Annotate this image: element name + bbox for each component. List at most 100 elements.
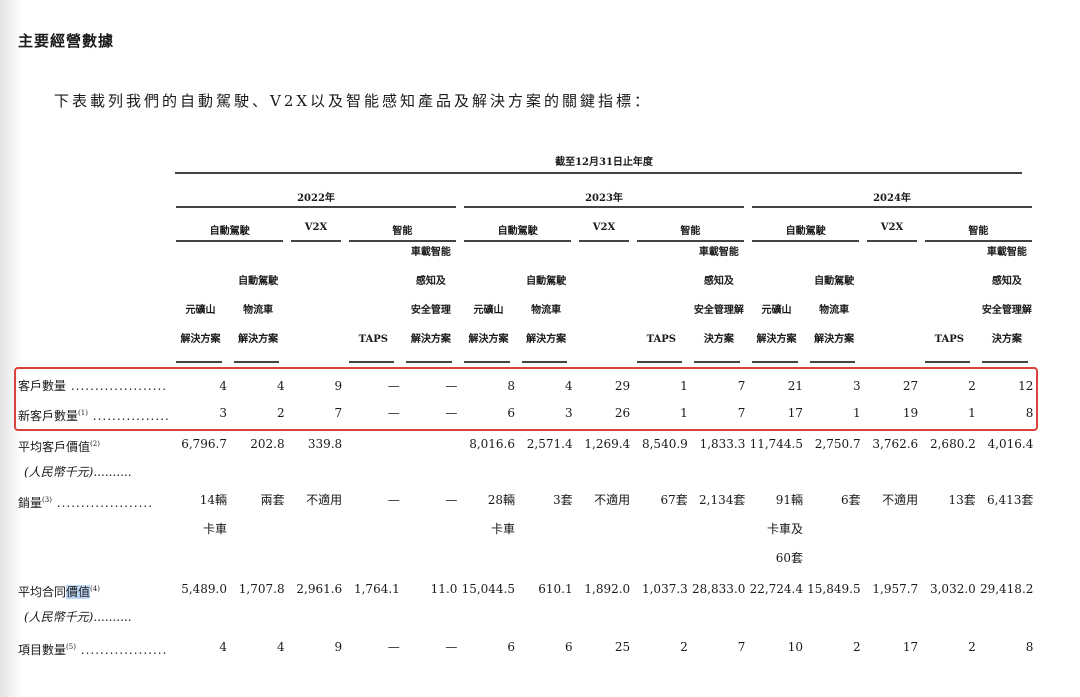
highlight-box [14, 367, 1038, 431]
table-cell: 28,833.0 [691, 582, 746, 596]
table-cell: 2,571.4 [526, 437, 573, 451]
rule [867, 240, 917, 242]
table-cell: 19 [902, 406, 919, 420]
rule [752, 240, 860, 242]
table-cell: 2,750.7 [814, 437, 861, 451]
table-cell: 12 [1018, 379, 1034, 393]
table-cell: 1,957.7 [872, 582, 919, 596]
table-cell: 25 [614, 640, 631, 654]
table-cell: 4 [564, 379, 573, 393]
table-cell: 1,764.1 [353, 582, 400, 596]
table-cell: 8,540.9 [641, 437, 688, 451]
row-unit-text: (人民幣千元) [24, 465, 94, 479]
table-cell: 29,418.2 [979, 582, 1034, 596]
table-cell: 1 [680, 406, 688, 420]
table-cell: 2 [276, 406, 285, 420]
table-cell: 9 [334, 379, 343, 393]
table-cell: 3套 [552, 493, 573, 507]
table-cell: 13套 [948, 493, 976, 507]
table-cell: 6,413套 [987, 493, 1034, 507]
table-cell: 不適用 [594, 493, 631, 507]
rule [752, 361, 798, 363]
table-cell: 2,961.6 [296, 582, 343, 596]
table-cell: 91輛 卡車及 60套 [766, 493, 803, 565]
table-cell: 2,680.2 [929, 437, 976, 451]
rule [752, 206, 1032, 208]
rule [521, 361, 568, 363]
table-cell: — [387, 640, 400, 654]
rule [348, 361, 395, 363]
table-cell: — [387, 379, 400, 393]
table-cell: 67套 [660, 493, 688, 507]
table-cell: 29 [614, 379, 631, 393]
table-cell: 4 [276, 640, 285, 654]
table-cell: 不適用 [882, 493, 919, 507]
row-unit: (人民幣千元).......... [24, 465, 132, 479]
table-cell: 不適用 [306, 493, 343, 507]
table-cell: 2 [968, 640, 976, 654]
table-cell: 1,707.8 [238, 582, 285, 596]
page-edge-shadow [0, 0, 22, 697]
footnote-mark: (4) [90, 585, 100, 593]
row-label-text: 新客戶數量 [18, 409, 79, 423]
table-cell: 15,044.5 [461, 582, 515, 596]
row-label: 銷量(3) .................... [18, 496, 154, 510]
row-unit: (人民幣千元).......... [24, 610, 132, 624]
table-cell: 1,833.3 [699, 437, 746, 451]
table-cell: 10 [787, 640, 803, 654]
table-cell: 17 [787, 406, 803, 420]
table-cell: — [445, 493, 458, 507]
footnote-mark: (1) [78, 409, 88, 417]
table-cell: 6 [564, 640, 573, 654]
table-cell: 4,016.4 [987, 437, 1034, 451]
rule [809, 361, 856, 363]
year-header: 2024年 [873, 193, 911, 204]
footnote-mark: (5) [66, 643, 76, 651]
column-header: 元礦山 解決方案 [180, 305, 221, 345]
column-header: TAPS [934, 334, 964, 345]
column-header: TAPS [646, 334, 676, 345]
column-header: 自動駕駛 物流車 解決方案 [238, 276, 279, 345]
table-cell: 15,849.5 [807, 582, 861, 596]
intro-text: 下表載列我們的自動駕駛、V2X以及智能感知產品及解決方案的關鍵指標： [54, 92, 653, 110]
rule [464, 240, 572, 242]
table-cell: 8 [1025, 406, 1034, 420]
row-label: 平均客戶價值(2) [18, 430, 168, 462]
rule [924, 240, 1032, 242]
row-label: 新客戶數量(1) .................... [18, 409, 168, 423]
table-cell: 14輛 卡車 [199, 493, 227, 536]
rule [291, 240, 341, 242]
table-cell: 11,744.5 [749, 437, 803, 451]
rule [176, 206, 456, 208]
column-header: 車載智能 感知及 安全管理解 決方案 [981, 247, 1032, 345]
row-label-text: 平均合同 [18, 585, 67, 599]
table-cell: 8 [507, 379, 515, 393]
table-cell: 3,762.6 [872, 437, 919, 451]
group-header: V2X [304, 222, 328, 233]
table-cell: 21 [787, 379, 803, 393]
table-cell: — [445, 379, 458, 393]
group-header: V2X [592, 222, 616, 233]
rule [636, 240, 744, 242]
table-cell: 27 [902, 379, 919, 393]
table-cell: 3,032.0 [929, 582, 976, 596]
rule [636, 361, 683, 363]
table-cell: — [387, 493, 400, 507]
group-header: 智能 [968, 226, 989, 237]
table-cell: 6 [507, 406, 515, 420]
group-header: 自動駕駛 [497, 226, 538, 237]
column-header: 自動駕駛 物流車 解決方案 [526, 276, 567, 345]
table-cell: 6 [507, 640, 515, 654]
group-header: 自動駕駛 [209, 226, 250, 237]
table-cell: 7 [737, 640, 746, 654]
year-header: 2023年 [585, 193, 623, 204]
row-label: 客戶數量 .................... [18, 379, 168, 393]
rule [579, 240, 629, 242]
rule [233, 361, 280, 363]
row-label-text: 平均客戶價值 [18, 440, 91, 454]
selected-text[interactable]: 價值 [66, 585, 91, 599]
rule [176, 361, 222, 363]
table-cell: 7 [334, 406, 343, 420]
table-cell: 6套 [840, 493, 861, 507]
table-cell: — [387, 406, 400, 420]
